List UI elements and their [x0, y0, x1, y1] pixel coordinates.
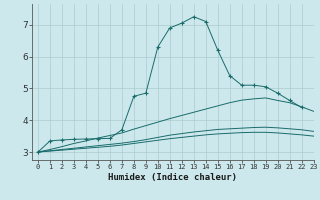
X-axis label: Humidex (Indice chaleur): Humidex (Indice chaleur)	[108, 173, 237, 182]
